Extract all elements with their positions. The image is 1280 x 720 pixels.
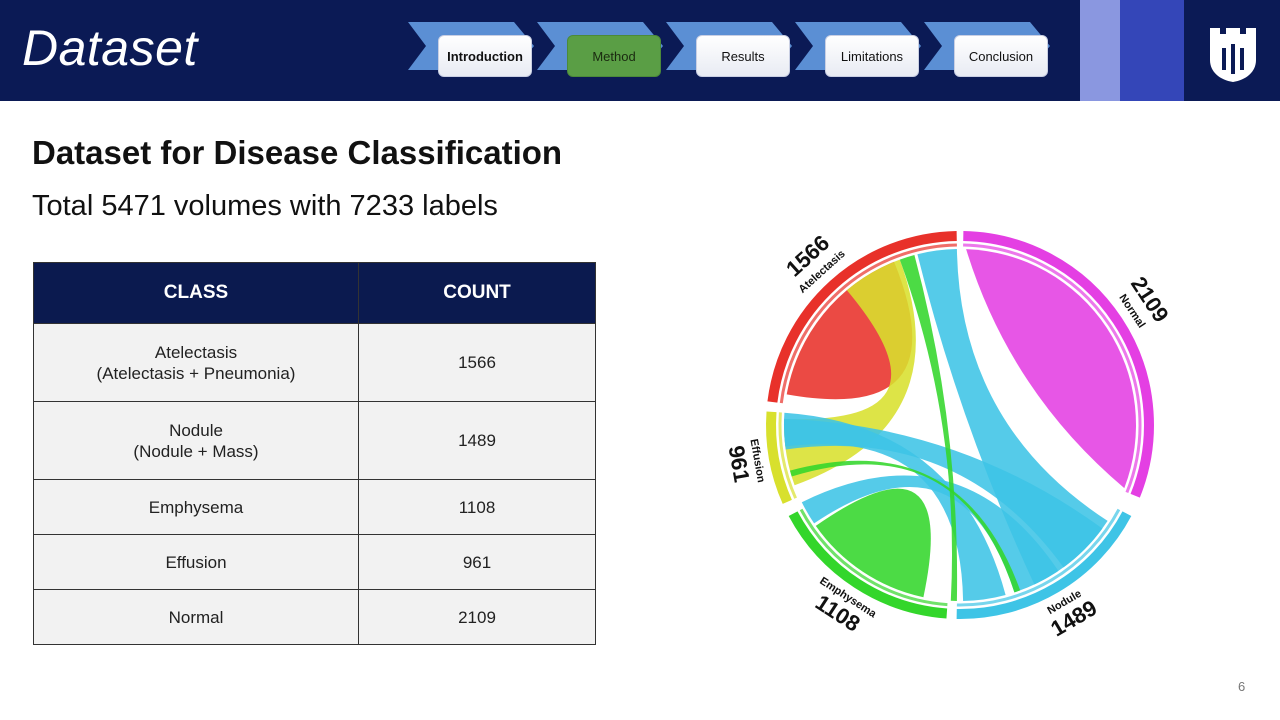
table-row: Normal 2109	[33, 589, 596, 645]
class-cell: Atelectasis (Atelectasis + Pneumonia)	[33, 323, 359, 402]
count-cell: 1566	[358, 323, 596, 402]
chord-ribbon	[815, 488, 931, 598]
table-row: Nodule (Nodule + Mass) 1489	[33, 401, 596, 480]
nav-limitations[interactable]: Limitations	[825, 35, 919, 77]
section-heading: Dataset for Disease Classification	[32, 134, 563, 171]
group-inner-arc	[799, 508, 948, 607]
group-arc-normal	[963, 231, 1154, 498]
class-detail: (Atelectasis + Pneumonia)	[96, 363, 296, 383]
class-cell: Nodule (Nodule + Mass)	[33, 401, 359, 480]
chord-ribbon	[917, 249, 1108, 585]
nav-introduction[interactable]: Introduction	[438, 35, 532, 77]
column-header-count: COUNT	[358, 262, 596, 324]
page-number: 6	[1238, 679, 1246, 694]
class-name: Nodule	[169, 420, 223, 440]
accent-stripe-dark	[1120, 0, 1184, 101]
chord-ribbon	[801, 475, 1059, 593]
chord-ribbon	[966, 249, 1137, 489]
group-arc-effusion	[766, 411, 792, 504]
table-header-row: CLASS COUNT	[33, 262, 596, 324]
class-cell: Effusion	[33, 534, 359, 590]
count-cell: 2109	[358, 589, 596, 645]
count-cell: 961	[358, 534, 596, 590]
accent-stripe-light	[1080, 0, 1120, 101]
group-arc-emphysema	[788, 511, 948, 619]
group-inner-arc	[778, 412, 797, 499]
group-arc-atelectasis	[767, 231, 957, 403]
nav-conclusion[interactable]: Conclusion	[954, 35, 1048, 77]
class-cell: Emphysema	[33, 479, 359, 535]
count-cell: 1489	[358, 401, 596, 480]
page-title: Dataset	[22, 20, 198, 76]
class-cell: Normal	[33, 589, 359, 645]
shield-logo-icon	[1210, 28, 1256, 82]
group-total-label: 961	[724, 444, 755, 485]
chord-ribbon	[899, 255, 958, 601]
chord-diagram: Atelectasis1566Normal2109Nodule1489Emphy…	[724, 230, 1174, 641]
class-detail: (Nodule + Mass)	[133, 441, 259, 461]
group-inner-arc	[956, 508, 1121, 607]
nav-method[interactable]: Method	[567, 35, 661, 77]
class-name: Atelectasis	[154, 342, 238, 362]
nav-results[interactable]: Results	[696, 35, 790, 77]
count-cell: 1108	[358, 479, 596, 535]
group-arc-nodule	[956, 511, 1132, 620]
table-row: Atelectasis (Atelectasis + Pneumonia) 15…	[33, 323, 596, 402]
table-row: Effusion 961	[33, 534, 596, 590]
table-row: Emphysema 1108	[33, 479, 596, 535]
chord-ribbon	[783, 412, 1006, 601]
section-subheading: Total 5471 volumes with 7233 labels	[32, 190, 498, 222]
group-inner-arc	[963, 243, 1142, 493]
column-header-class: CLASS	[33, 262, 359, 324]
group-inner-arc	[779, 243, 957, 404]
class-count-table: CLASS COUNT Atelectasis (Atelectasis + P…	[33, 262, 596, 645]
